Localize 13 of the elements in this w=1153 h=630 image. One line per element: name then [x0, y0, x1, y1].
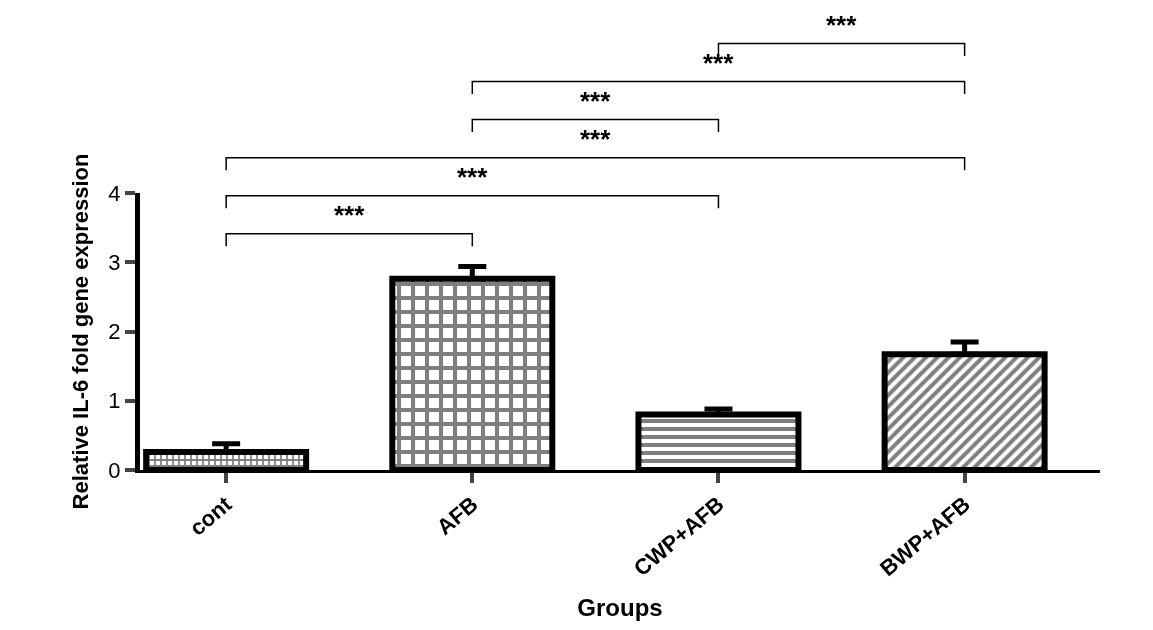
text: ***	[580, 86, 612, 116]
y-tick-label: 4	[108, 180, 121, 206]
y-tick-label: 1	[108, 388, 121, 414]
text: ***	[580, 124, 612, 154]
y-tick-label: 3	[108, 249, 121, 275]
x-axis-title: Groups	[577, 594, 663, 622]
text: ***	[826, 10, 858, 40]
y-tick-label: 2	[108, 319, 121, 345]
y-tick-label: 0	[108, 457, 121, 483]
annotation: ***	[334, 200, 366, 230]
text: ***	[457, 162, 489, 192]
text: ***	[703, 48, 735, 78]
y-axis-title: Relative IL-6 fold gene expression	[68, 153, 94, 510]
